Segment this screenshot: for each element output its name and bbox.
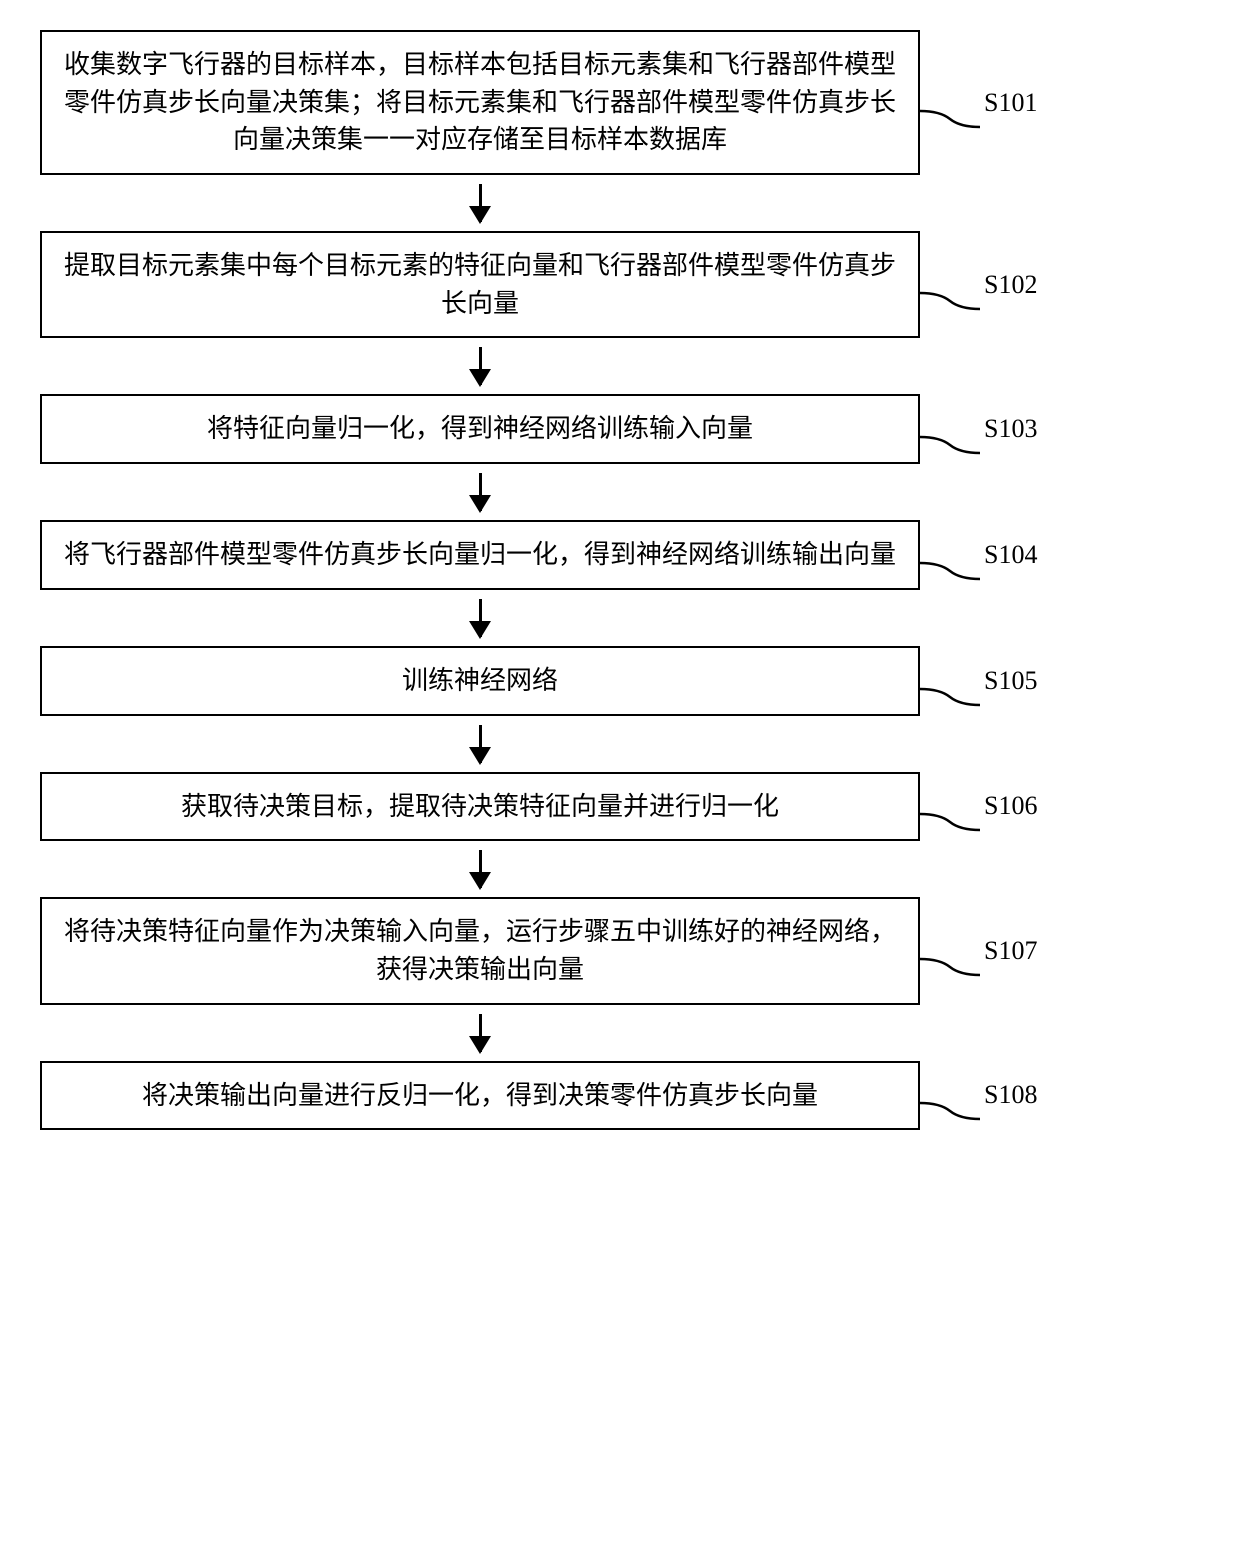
step-row: 将待决策特征向量作为决策输入向量，运行步骤五中训练好的神经网络，获得决策输出向量…: [40, 897, 1200, 1004]
arrow-row: [40, 175, 1200, 231]
step-row: 将飞行器部件模型零件仿真步长向量归一化，得到神经网络训练输出向量 S104: [40, 520, 1200, 590]
step-box: 训练神经网络: [40, 646, 920, 716]
step-row: 将决策输出向量进行反归一化，得到决策零件仿真步长向量 S108: [40, 1061, 1200, 1131]
arrow-row: [40, 338, 1200, 394]
step-box: 获取待决策目标，提取待决策特征向量并进行归一化: [40, 772, 920, 842]
arrow-row: [40, 841, 1200, 897]
flowchart-container: 收集数字飞行器的目标样本，目标样本包括目标元素集和飞行器部件模型零件仿真步长向量…: [40, 30, 1200, 1130]
step-label: S105: [984, 666, 1037, 696]
arrow-icon: [479, 850, 482, 888]
arrow-icon: [479, 1014, 482, 1052]
arrow-row: [40, 590, 1200, 646]
step-text: 将特征向量归一化，得到神经网络训练输入向量: [207, 410, 753, 448]
connector-curve: [920, 429, 980, 459]
step-row: 获取待决策目标，提取待决策特征向量并进行归一化 S106: [40, 772, 1200, 842]
step-row: 训练神经网络 S105: [40, 646, 1200, 716]
step-label: S104: [984, 540, 1037, 570]
step-text: 提取目标元素集中每个目标元素的特征向量和飞行器部件模型零件仿真步长向量: [62, 247, 898, 322]
connector-curve: [920, 1095, 980, 1125]
step-box: 提取目标元素集中每个目标元素的特征向量和飞行器部件模型零件仿真步长向量: [40, 231, 920, 338]
arrow-row: [40, 1005, 1200, 1061]
step-label: S107: [984, 936, 1037, 966]
step-box: 收集数字飞行器的目标样本，目标样本包括目标元素集和飞行器部件模型零件仿真步长向量…: [40, 30, 920, 175]
connector-curve: [920, 806, 980, 836]
connector-curve: [920, 285, 980, 315]
connector-curve: [920, 103, 980, 133]
step-label: S106: [984, 791, 1037, 821]
step-text: 收集数字飞行器的目标样本，目标样本包括目标元素集和飞行器部件模型零件仿真步长向量…: [62, 46, 898, 159]
step-text: 训练神经网络: [402, 662, 558, 700]
arrow-icon: [479, 725, 482, 763]
arrow-row: [40, 716, 1200, 772]
step-row: 将特征向量归一化，得到神经网络训练输入向量 S103: [40, 394, 1200, 464]
arrow-icon: [479, 347, 482, 385]
step-box: 将飞行器部件模型零件仿真步长向量归一化，得到神经网络训练输出向量: [40, 520, 920, 590]
step-row: 提取目标元素集中每个目标元素的特征向量和飞行器部件模型零件仿真步长向量 S102: [40, 231, 1200, 338]
connector-curve: [920, 681, 980, 711]
arrow-icon: [479, 473, 482, 511]
step-label: S101: [984, 88, 1037, 118]
arrow-row: [40, 464, 1200, 520]
step-text: 获取待决策目标，提取待决策特征向量并进行归一化: [181, 788, 779, 826]
step-box: 将决策输出向量进行反归一化，得到决策零件仿真步长向量: [40, 1061, 920, 1131]
step-text: 将待决策特征向量作为决策输入向量，运行步骤五中训练好的神经网络，获得决策输出向量: [62, 913, 898, 988]
step-box: 将待决策特征向量作为决策输入向量，运行步骤五中训练好的神经网络，获得决策输出向量: [40, 897, 920, 1004]
step-label: S108: [984, 1080, 1037, 1110]
connector-curve: [920, 951, 980, 981]
arrow-icon: [479, 599, 482, 637]
arrow-icon: [479, 184, 482, 222]
step-row: 收集数字飞行器的目标样本，目标样本包括目标元素集和飞行器部件模型零件仿真步长向量…: [40, 30, 1200, 175]
step-text: 将飞行器部件模型零件仿真步长向量归一化，得到神经网络训练输出向量: [64, 536, 896, 574]
step-text: 将决策输出向量进行反归一化，得到决策零件仿真步长向量: [142, 1077, 818, 1115]
step-label: S102: [984, 270, 1037, 300]
step-label: S103: [984, 414, 1037, 444]
step-box: 将特征向量归一化，得到神经网络训练输入向量: [40, 394, 920, 464]
connector-curve: [920, 555, 980, 585]
